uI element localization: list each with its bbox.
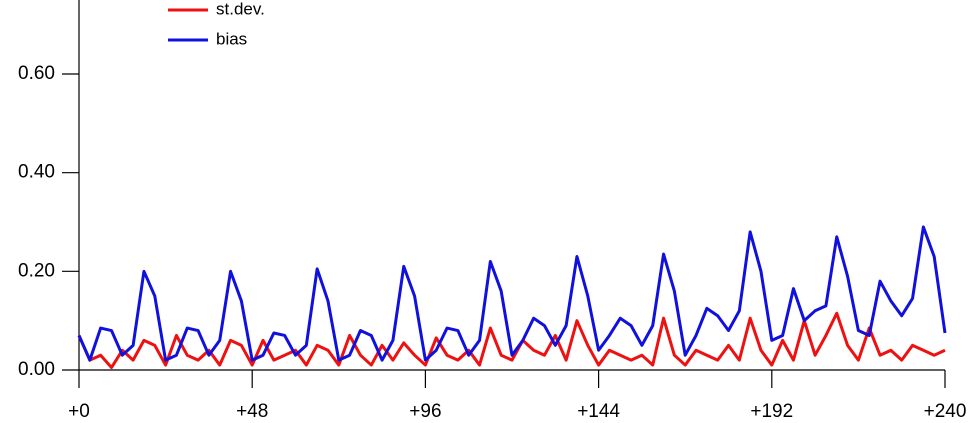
x-tick-label: +192 — [750, 401, 793, 422]
x-tick-label: +144 — [577, 401, 620, 422]
legend-label: bias — [216, 29, 247, 48]
legend-label: st.dev. — [216, 0, 265, 18]
y-tick-label: 0.60 — [18, 63, 55, 84]
y-tick-label: 0.00 — [18, 359, 55, 380]
series-line — [77, 311, 946, 370]
y-tick-label: 0.40 — [18, 162, 55, 183]
y-tick-label: 0.20 — [18, 260, 55, 281]
x-tick-label: +96 — [409, 401, 441, 422]
x-tick-label: +48 — [236, 401, 268, 422]
series-line — [77, 225, 947, 362]
x-tick-label: +0 — [68, 401, 90, 422]
x-tick-label: +240 — [924, 401, 967, 422]
